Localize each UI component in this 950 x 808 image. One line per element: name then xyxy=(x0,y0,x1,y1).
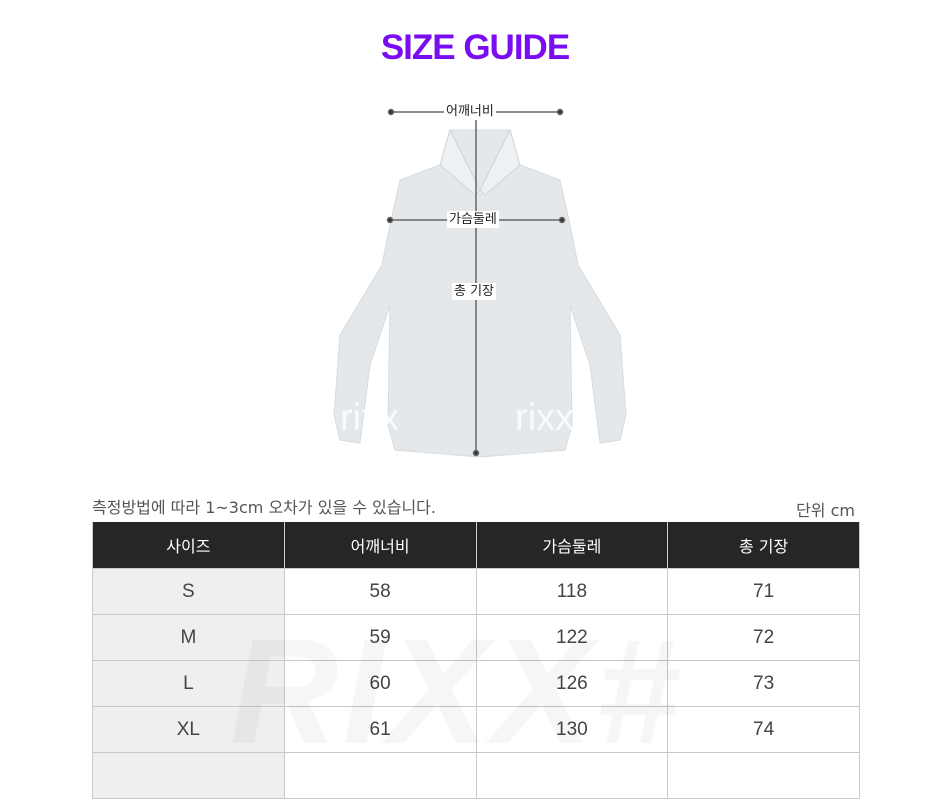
table-row: L 60 126 73 xyxy=(92,660,860,707)
cell-shoulder: 60 xyxy=(283,660,477,707)
watermark-left: rixx xyxy=(340,397,399,439)
chest-label: 가슴둘레 xyxy=(447,211,499,228)
shirt-image: rixx rixx xyxy=(333,107,627,458)
shoulder-label: 어깨너비 xyxy=(444,103,496,120)
length-label: 총 기장 xyxy=(452,283,497,300)
cell-length: 73 xyxy=(667,660,860,707)
cell-size: XL xyxy=(92,706,285,753)
cell-size: L xyxy=(92,660,285,707)
cell-shoulder: 61 xyxy=(283,706,477,753)
watermark-right: rixx xyxy=(515,397,574,439)
shirt-diagram: rixx rixx 어깨너비 가슴둘레 총 기장 xyxy=(320,95,640,465)
table-row xyxy=(92,752,860,799)
header-size: 사이즈 xyxy=(92,522,285,569)
header-shoulder: 어깨너비 xyxy=(283,522,477,569)
header-length: 총 기장 xyxy=(667,522,860,569)
cell-shoulder: 59 xyxy=(283,614,477,661)
table-row: M 59 122 72 xyxy=(92,614,860,661)
cell-chest: 130 xyxy=(475,706,669,753)
table-row: S 58 118 71 xyxy=(92,568,860,615)
cell-length: 72 xyxy=(667,614,860,661)
cell-size xyxy=(92,752,285,799)
cell-size: S xyxy=(92,568,285,615)
cell-shoulder: 58 xyxy=(283,568,477,615)
page-title: SIZE GUIDE xyxy=(380,28,570,67)
cell-chest: 126 xyxy=(475,660,669,707)
unit-label: 단위 cm xyxy=(796,501,855,520)
cell-shoulder xyxy=(283,752,477,799)
cell-length: 74 xyxy=(667,706,860,753)
cell-chest: 122 xyxy=(475,614,669,661)
size-table: 사이즈 어깨너비 가슴둘레 총 기장 S 58 118 71 M 59 122 … xyxy=(92,522,860,799)
table-row: XL 61 130 74 xyxy=(92,706,860,753)
cell-length xyxy=(667,752,860,799)
header-chest: 가슴둘레 xyxy=(475,522,669,569)
cell-chest xyxy=(475,752,669,799)
cell-chest: 118 xyxy=(475,568,669,615)
cell-length: 71 xyxy=(667,568,860,615)
measurement-note: 측정방법에 따라 1~3cm 오차가 있을 수 있습니다. xyxy=(92,498,436,517)
table-header-row: 사이즈 어깨너비 가슴둘레 총 기장 xyxy=(92,522,860,569)
cell-size: M xyxy=(92,614,285,661)
